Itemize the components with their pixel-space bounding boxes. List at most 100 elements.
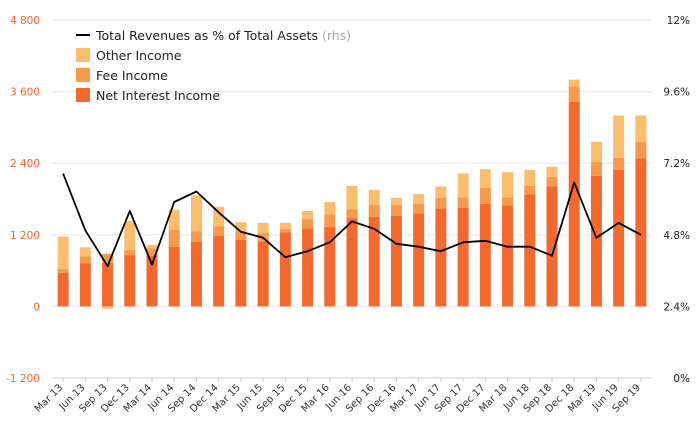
bar-fee-income xyxy=(279,228,291,233)
legend-box-swatch xyxy=(76,88,90,102)
bar-net-interest-income xyxy=(457,207,469,307)
bar-other-income xyxy=(79,247,91,257)
bar-fee-income xyxy=(368,204,380,217)
legend-label: Fee Income xyxy=(96,68,168,83)
bar-net-interest-income xyxy=(302,228,314,307)
bar-other-income xyxy=(546,166,558,177)
y-right-tick-label: 7.2% xyxy=(663,158,690,170)
bar-other-income xyxy=(435,186,447,198)
bar-net-interest-income xyxy=(613,169,625,307)
y-right-tick-label: 4.8% xyxy=(663,230,690,242)
line-total-revenues-pct xyxy=(62,173,642,268)
bar-net-interest-income xyxy=(146,255,158,307)
bar-net-interest-income xyxy=(213,235,225,307)
bar-other-income xyxy=(368,190,380,205)
bar-other-income xyxy=(235,222,247,232)
bar-fee-income xyxy=(546,176,558,187)
bar-net-interest-income xyxy=(435,208,447,307)
bar-fee-income xyxy=(235,231,247,240)
bar-fee-income xyxy=(102,253,114,263)
bar-other-income xyxy=(168,209,180,231)
bar-net-interest-income xyxy=(413,213,425,307)
bar-net-interest-income xyxy=(279,232,291,307)
legend-note: (rhs) xyxy=(318,28,351,43)
y-left-tick-label: 0 xyxy=(33,301,40,313)
bar-other-income xyxy=(213,206,225,227)
legend-label: Net Interest Income xyxy=(96,88,220,103)
y-left-tick-label: 4 800 xyxy=(10,15,40,27)
bar-fee-income xyxy=(79,256,91,264)
y-right-tick-label: 9.6% xyxy=(663,87,690,99)
legend-label: Other Income xyxy=(96,48,182,63)
bar-fee-income xyxy=(124,249,136,256)
bar-fee-income xyxy=(168,230,180,247)
bar-other-income xyxy=(590,141,602,163)
bar-net-interest-income xyxy=(524,194,536,307)
bar-other-income xyxy=(413,194,425,204)
y-right-tick-label: 0% xyxy=(673,373,690,385)
bar-net-interest-income xyxy=(257,241,269,307)
bar-other-income xyxy=(102,306,114,309)
bar-other-income xyxy=(257,222,269,234)
bar-fee-income xyxy=(635,141,647,159)
bar-other-income xyxy=(568,79,580,87)
bar-other-income xyxy=(124,221,136,250)
bar-fee-income xyxy=(502,197,514,206)
bar-other-income xyxy=(146,244,158,249)
bar-net-interest-income xyxy=(102,262,114,307)
bar-other-income xyxy=(635,115,647,142)
bar-other-income xyxy=(502,172,514,198)
bar-fee-income xyxy=(524,185,536,195)
bar-fee-income xyxy=(479,187,491,204)
bar-other-income xyxy=(302,210,314,219)
legend: Total Revenues as % of Total Assets (rhs… xyxy=(76,28,351,103)
bar-fee-income xyxy=(390,204,402,216)
bar-net-interest-income xyxy=(57,272,69,307)
bar-net-interest-income xyxy=(502,205,514,307)
line-layer xyxy=(62,173,642,268)
bar-fee-income xyxy=(302,218,314,229)
y-left-tick-label: 3 600 xyxy=(10,87,40,99)
y-left-tick-label: 2 400 xyxy=(10,158,40,170)
bar-net-interest-income xyxy=(168,246,180,307)
bar-other-income xyxy=(457,173,469,198)
bar-net-interest-income xyxy=(635,158,647,307)
bar-net-interest-income xyxy=(235,239,247,307)
bars-layer xyxy=(57,79,647,309)
bar-other-income xyxy=(279,222,291,229)
bar-net-interest-income xyxy=(324,227,336,307)
bar-net-interest-income xyxy=(568,101,580,307)
bar-fee-income xyxy=(568,86,580,102)
bar-fee-income xyxy=(613,157,625,170)
bar-fee-income xyxy=(435,197,447,209)
x-tick-label: Mar 13 xyxy=(33,382,65,414)
bar-other-income xyxy=(524,169,536,186)
bar-fee-income xyxy=(413,203,425,214)
bar-fee-income xyxy=(213,226,225,236)
bar-fee-income xyxy=(57,268,69,273)
bar-fee-income xyxy=(324,214,336,228)
legend-box-swatch xyxy=(76,48,90,62)
bar-fee-income xyxy=(190,231,202,242)
bar-fee-income xyxy=(457,197,469,208)
bar-other-income xyxy=(346,185,358,210)
bar-other-income xyxy=(479,169,491,188)
bar-net-interest-income xyxy=(190,241,202,307)
bar-net-interest-income xyxy=(124,255,136,307)
bar-net-interest-income xyxy=(546,186,558,307)
y-left-tick-label: -1 200 xyxy=(6,373,40,385)
legend-label: Total Revenues as % of Total Assets (rhs… xyxy=(95,28,351,43)
bar-other-income xyxy=(324,201,336,215)
bar-other-income xyxy=(190,195,202,232)
bar-net-interest-income xyxy=(346,218,358,307)
bar-net-interest-income xyxy=(479,203,491,307)
y-right-tick-label: 2.4% xyxy=(663,301,690,313)
bar-net-interest-income xyxy=(390,215,402,307)
y-right-tick-label: 12% xyxy=(667,15,690,27)
bar-net-interest-income xyxy=(590,175,602,307)
bar-other-income xyxy=(613,115,625,158)
bar-fee-income xyxy=(346,209,358,219)
bar-other-income xyxy=(57,236,69,269)
